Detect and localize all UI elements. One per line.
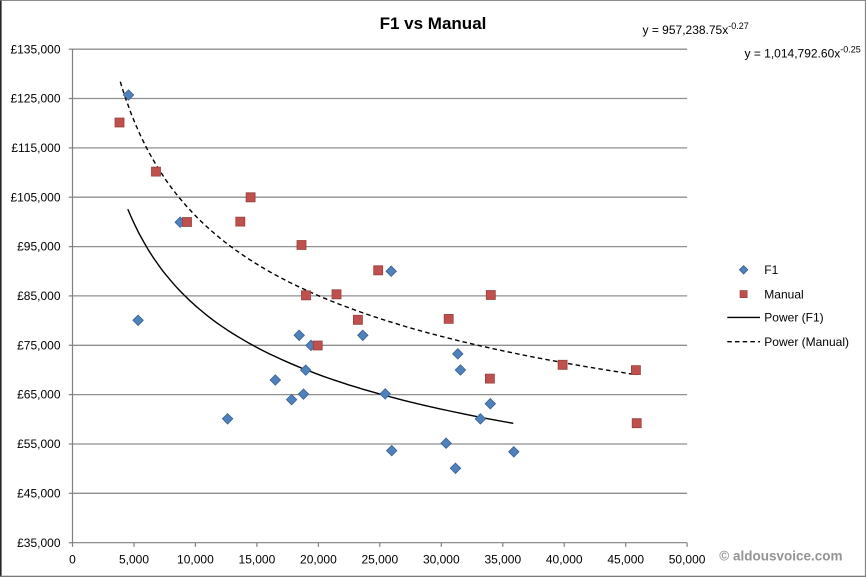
svg-text:25,000: 25,000 — [361, 553, 398, 567]
svg-text:Power (Manual): Power (Manual) — [764, 335, 849, 349]
svg-text:35,000: 35,000 — [484, 553, 521, 567]
svg-text:£55,000: £55,000 — [17, 437, 61, 451]
svg-text:F1: F1 — [764, 263, 778, 277]
svg-text:45,000: 45,000 — [607, 553, 644, 567]
svg-text:£45,000: £45,000 — [17, 486, 61, 500]
svg-text:30,000: 30,000 — [423, 553, 460, 567]
svg-text:£135,000: £135,000 — [10, 42, 60, 56]
svg-text:y = 1,014,792.60x-0.25: y = 1,014,792.60x-0.25 — [745, 45, 861, 61]
svg-text:£95,000: £95,000 — [17, 240, 61, 254]
svg-text:5,000: 5,000 — [119, 553, 149, 567]
svg-text:£115,000: £115,000 — [11, 141, 60, 155]
svg-text:© aldousvoice.com: © aldousvoice.com — [719, 549, 842, 564]
svg-text:£65,000: £65,000 — [17, 388, 61, 402]
svg-text:50,000: 50,000 — [669, 553, 706, 567]
svg-text:Manual: Manual — [764, 287, 803, 301]
svg-text:£105,000: £105,000 — [10, 190, 60, 204]
svg-text:15,000: 15,000 — [239, 553, 276, 567]
svg-text:Power (F1): Power (F1) — [764, 311, 823, 325]
svg-text:20,000: 20,000 — [300, 553, 337, 567]
svg-text:y = 957,238.75x-0.27: y = 957,238.75x-0.27 — [643, 21, 749, 37]
svg-text:10,000: 10,000 — [177, 553, 214, 567]
svg-text:£125,000: £125,000 — [10, 92, 60, 106]
svg-text:£85,000: £85,000 — [17, 289, 61, 303]
svg-text:£75,000: £75,000 — [17, 338, 61, 352]
svg-text:0: 0 — [69, 553, 76, 567]
svg-text:£35,000: £35,000 — [17, 536, 61, 550]
svg-text:F1 vs Manual: F1 vs Manual — [380, 14, 487, 33]
svg-text:40,000: 40,000 — [546, 553, 583, 567]
